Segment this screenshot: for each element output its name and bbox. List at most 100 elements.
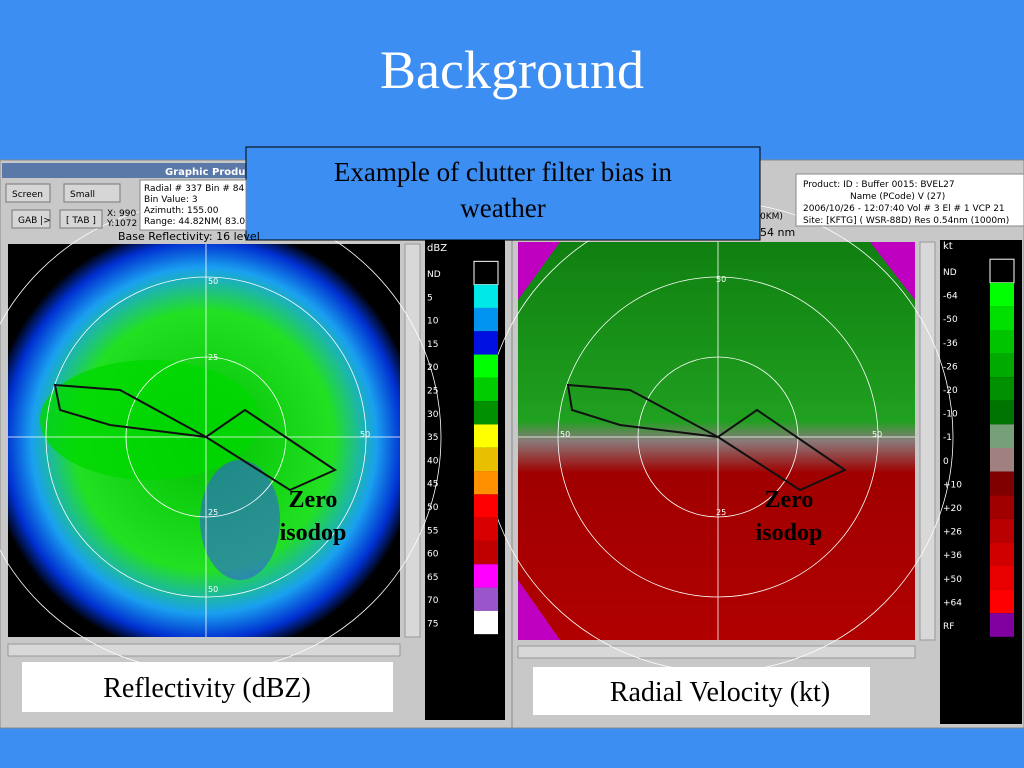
legend-label: -50 <box>943 315 958 325</box>
caption: Reflectivity (dBZ) <box>103 673 311 704</box>
legend-swatch <box>474 471 498 495</box>
label: Azimuth: 155.00 <box>144 206 219 216</box>
legend-swatch <box>474 447 498 472</box>
ring-label: 50 <box>208 277 218 286</box>
legend-label: +10 <box>943 480 962 490</box>
label: 54 nm <box>760 226 795 239</box>
ring-label: 50 <box>360 430 370 439</box>
legend-label: +64 <box>943 598 962 608</box>
legend-label: +36 <box>943 551 962 561</box>
button-label: GAB |> <box>18 216 51 226</box>
legend-swatch <box>474 284 498 308</box>
label: Radial # 337 Bin # 84 <box>144 184 244 194</box>
radar-echo <box>200 460 280 580</box>
window-title: Graphic Produc <box>165 167 251 178</box>
legend-label: -20 <box>943 386 958 396</box>
legend-label: 40 <box>427 456 439 466</box>
label: Site: [KFTG] ( WSR-88D) Res 0.54nm (1000… <box>803 216 1009 226</box>
legend-swatch <box>990 330 1014 354</box>
scrollbar[interactable] <box>517 645 916 659</box>
legend-swatch <box>990 448 1014 472</box>
legend-label: -26 <box>943 362 958 372</box>
label: 0KM) <box>760 212 783 222</box>
annotation: Zero isodop <box>280 487 347 546</box>
legend-label: +50 <box>943 575 962 585</box>
label: X: 990 <box>107 209 137 219</box>
button[interactable] <box>63 183 121 203</box>
legend-label: +20 <box>943 504 962 514</box>
label: Product: ID : Buffer 0015: BVEL27 <box>803 180 955 190</box>
legend-swatch <box>474 517 498 541</box>
ring-label: 50 <box>872 430 882 439</box>
legend-swatch <box>474 331 498 355</box>
legend-label: 20 <box>427 363 439 373</box>
legend-label: -10 <box>943 410 958 420</box>
scrollbar[interactable] <box>919 241 936 641</box>
legend-swatch <box>990 282 1014 307</box>
legend-label: 75 <box>427 620 438 630</box>
callout-box <box>245 146 761 241</box>
button[interactable] <box>11 209 51 229</box>
legend-swatch <box>474 377 498 402</box>
legend-swatch <box>990 424 1014 448</box>
scrollbar[interactable] <box>7 643 401 657</box>
legend-swatch <box>990 471 1014 496</box>
legend-label: 10 <box>427 317 439 327</box>
caption-box <box>22 662 393 712</box>
legend-label: -64 <box>943 292 958 302</box>
zero-isodop-outline <box>53 383 848 492</box>
legend-swatch <box>474 401 498 425</box>
legend-swatch <box>990 400 1014 425</box>
button-label: Small <box>70 190 95 200</box>
annotation-line: isodop <box>756 520 823 546</box>
button[interactable] <box>59 209 103 229</box>
button-label: Screen <box>12 190 43 200</box>
legend-swatch <box>989 258 1015 284</box>
legend-label: 65 <box>427 573 438 583</box>
legend-swatch <box>990 613 1014 637</box>
legend-label: +26 <box>943 528 962 538</box>
legend-swatch <box>474 564 498 588</box>
legend-swatch <box>990 542 1014 566</box>
label: Bin Value: 3 <box>144 195 198 205</box>
legend-swatch <box>990 377 1014 401</box>
legend-label: 0 <box>943 457 949 467</box>
legend-swatch <box>990 589 1014 614</box>
label: Range: 44.82NM( 83.0 <box>144 217 245 227</box>
annotation: Zero isodop <box>756 487 823 546</box>
legend-label: ND <box>427 270 441 280</box>
legend-swatch <box>474 587 498 611</box>
label: dBZ <box>427 243 447 254</box>
legend-swatch <box>990 306 1014 330</box>
legend-swatch <box>990 353 1014 378</box>
legend-swatch <box>474 307 498 332</box>
button[interactable] <box>5 183 51 203</box>
ring-label: 50 <box>208 585 218 594</box>
legend-swatch <box>990 566 1014 590</box>
legend-swatch <box>474 354 498 378</box>
legend-swatch <box>474 424 498 448</box>
legend-label: 50 <box>427 503 439 513</box>
legend-swatch <box>473 260 499 286</box>
ring-label: 50 <box>560 430 570 439</box>
label: kt <box>943 241 953 252</box>
ring-label: 25 <box>716 508 726 517</box>
caption-box <box>533 667 870 715</box>
legend-label: 35 <box>427 433 438 443</box>
legend-swatch <box>474 610 498 635</box>
legend-label: ND <box>943 268 957 278</box>
radar-echo <box>40 360 260 480</box>
legend-label: 55 <box>427 526 438 536</box>
label: Y:1072 <box>106 219 137 229</box>
scrollbar[interactable] <box>404 243 421 638</box>
legend-swatch <box>474 540 498 565</box>
legend-label: 15 <box>427 340 438 350</box>
velocity-image <box>518 242 915 640</box>
legend-label: -36 <box>943 339 958 349</box>
callout-text: Example of clutter filter bias in weather <box>334 157 673 223</box>
legend-swatch <box>990 495 1014 519</box>
legend-label: 45 <box>427 480 438 490</box>
callout-line: Example of clutter filter bias in <box>334 157 673 187</box>
callout-line: weather <box>460 193 545 223</box>
